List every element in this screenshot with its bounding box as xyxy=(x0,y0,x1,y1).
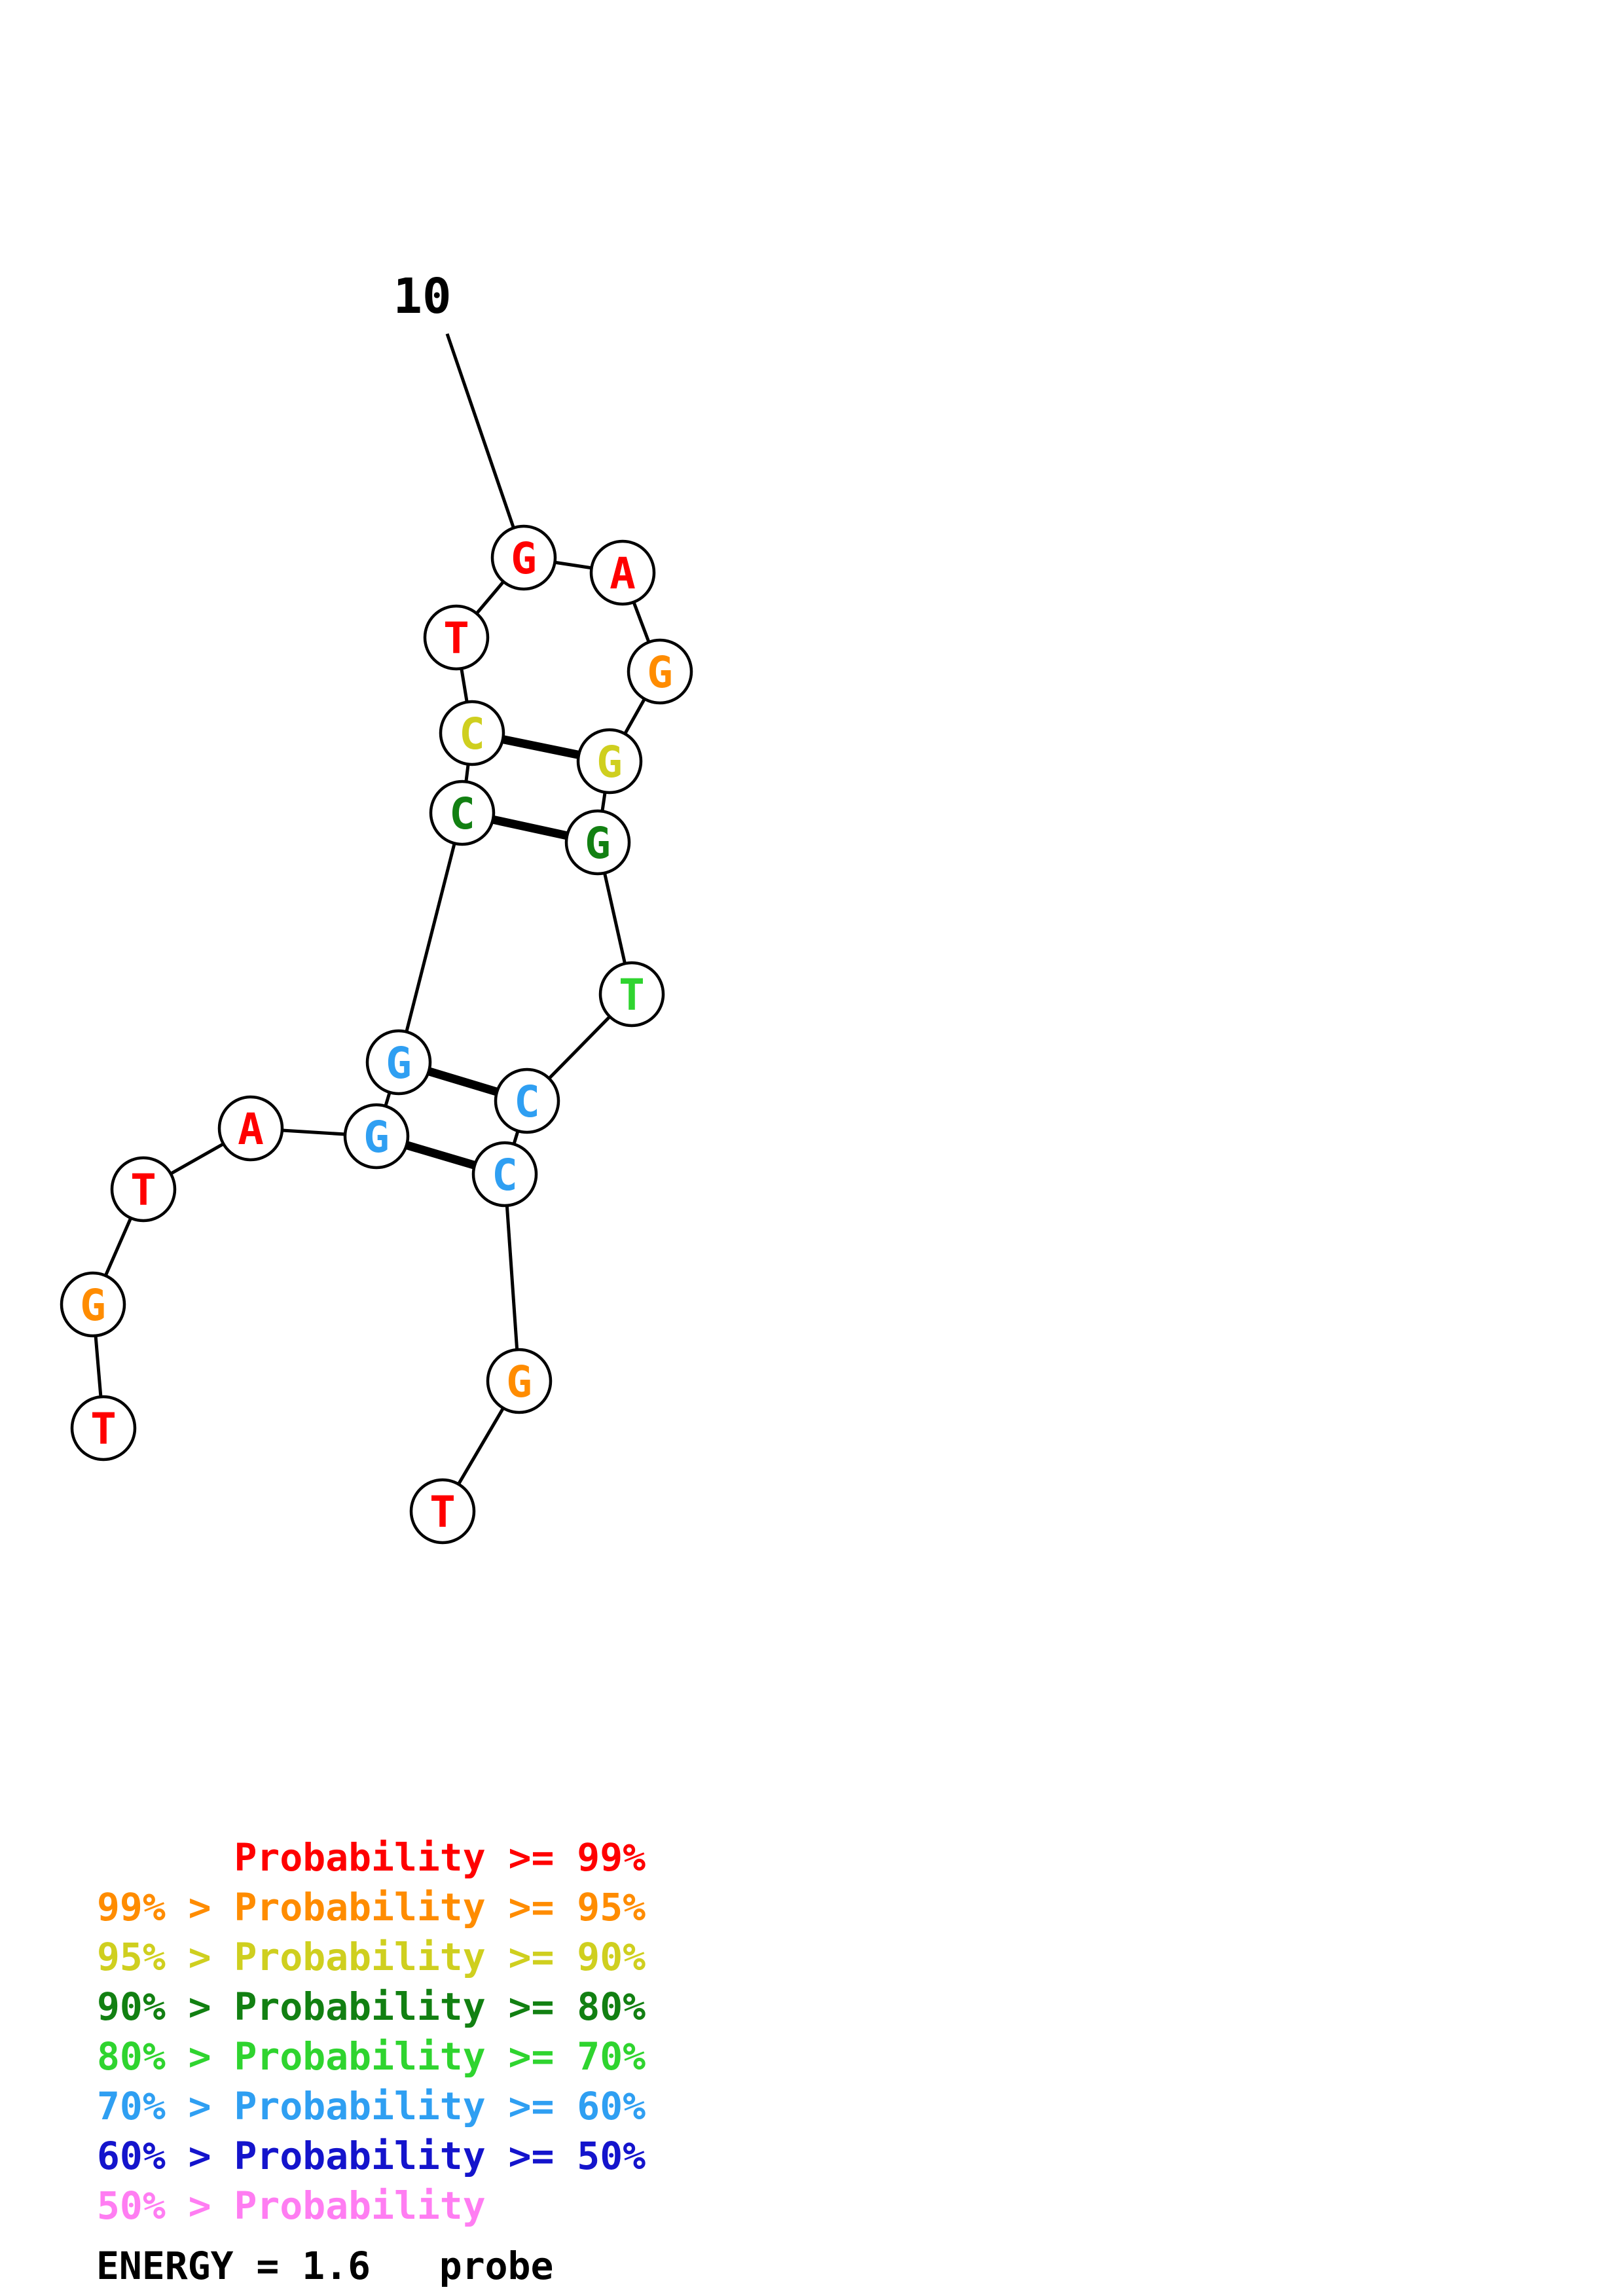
legend-item: 95% > Probability >= 90% xyxy=(97,1935,646,1979)
nucleotide-node xyxy=(589,539,656,606)
nucleotide-node xyxy=(70,1395,137,1462)
sequence-index-label: 10 xyxy=(393,268,451,325)
nucleotide-node xyxy=(409,1478,476,1545)
base-letter: C xyxy=(492,1150,518,1200)
nucleotide-node xyxy=(343,1103,410,1170)
backbone-line xyxy=(397,812,464,1063)
base-letter: G xyxy=(80,1280,106,1331)
nucleotide-node xyxy=(598,961,665,1028)
nucleotide-node xyxy=(365,1029,432,1096)
legend-item: 70% > Probability >= 60% xyxy=(97,2084,646,2128)
base-letter: T xyxy=(90,1404,117,1454)
nucleotide-node xyxy=(564,809,631,876)
base-letter: G xyxy=(585,818,611,869)
base-letter: G xyxy=(506,1357,532,1407)
base-letter: A xyxy=(238,1104,264,1155)
base-letter: C xyxy=(449,789,475,839)
base-letter: G xyxy=(647,647,673,698)
legend-item: 90% > Probability >= 80% xyxy=(97,1984,646,2029)
legend-item: 50% > Probability xyxy=(97,2183,486,2228)
base-letter: T xyxy=(443,613,469,664)
base-letter: C xyxy=(459,709,485,759)
nucleotide-node xyxy=(60,1271,126,1338)
base-letter: G xyxy=(596,737,623,787)
base-letter: T xyxy=(619,970,645,1020)
nucleotide-node xyxy=(486,1348,553,1414)
nucleotide-node xyxy=(576,728,643,795)
energy-label: ENERGY = 1.6 probe xyxy=(96,2244,554,2288)
base-letter: G xyxy=(511,533,537,584)
base-letter: G xyxy=(386,1038,412,1088)
base-letter: T xyxy=(130,1165,156,1215)
probability-legend: Probability >= 99% 99% > Probability >= 9… xyxy=(97,1833,646,2231)
nucleotide-node xyxy=(429,780,496,846)
backbone-line xyxy=(503,1174,521,1382)
legend-item: 80% > Probability >= 70% xyxy=(97,2034,646,2079)
index-pointer-line xyxy=(445,333,526,558)
legend-item: Probability >= 99% xyxy=(97,1835,646,1880)
nucleotide-node xyxy=(490,524,557,591)
nucleotide-node xyxy=(423,604,490,671)
nucleotide-node xyxy=(627,638,693,705)
base-letter: C xyxy=(514,1077,540,1127)
base-letter: A xyxy=(610,548,636,599)
nucleotide-node xyxy=(494,1067,560,1134)
base-letter: G xyxy=(363,1112,390,1162)
legend-item: 99% > Probability >= 95% xyxy=(97,1885,646,1929)
nucleotide-node xyxy=(471,1141,538,1208)
legend-item: 60% > Probability >= 50% xyxy=(97,2134,646,2178)
nucleotide-node xyxy=(217,1095,284,1162)
nucleotide-node xyxy=(439,700,505,766)
nucleotide-node xyxy=(110,1156,177,1223)
base-letter: T xyxy=(429,1487,456,1537)
